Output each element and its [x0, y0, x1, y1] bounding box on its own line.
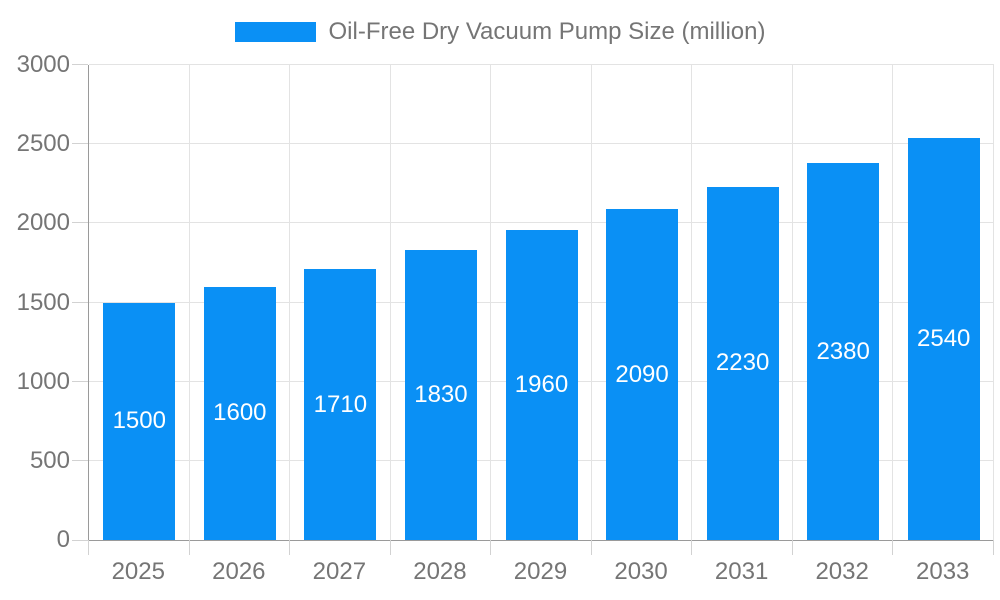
- x-tick-mark: [390, 540, 391, 555]
- x-tick-mark: [892, 540, 893, 555]
- x-gridline: [289, 65, 290, 540]
- y-tick-label: 2500: [16, 130, 70, 158]
- x-tick-mark: [792, 540, 793, 555]
- legend-item[interactable]: Oil-Free Dry Vacuum Pump Size (million): [234, 18, 766, 46]
- bar[interactable]: 2380: [807, 163, 880, 540]
- y-gridline: [89, 222, 994, 224]
- y-tick-mark: [72, 222, 88, 224]
- bar[interactable]: 1960: [505, 229, 578, 540]
- x-tick-label: 2031: [714, 558, 769, 585]
- plot-area: 1500 1600 1710 1830 1960 2090 2230 2380 2540: [72, 64, 994, 555]
- bar[interactable]: 2090: [606, 209, 679, 540]
- bar-value-label: 2380: [816, 337, 870, 365]
- bar[interactable]: 1500: [103, 302, 176, 540]
- y-tick-mark: [72, 301, 88, 303]
- x-gridline: [792, 65, 793, 540]
- y-tick-label: 1500: [16, 288, 70, 316]
- x-tick-mark: [691, 540, 692, 555]
- legend: Oil-Free Dry Vacuum Pump Size (million): [0, 18, 1000, 46]
- x-tick-label: 2028: [413, 558, 467, 585]
- x-tick-label: 2033: [916, 558, 970, 585]
- y-tick-label: 2000: [16, 209, 70, 237]
- x-gridline: [390, 65, 391, 540]
- y-tick-mark: [72, 64, 88, 65]
- x-tick-mark: [490, 540, 491, 555]
- bar-value-label: 2540: [917, 324, 971, 352]
- x-gridline: [591, 65, 592, 540]
- bar-value-label: 2090: [615, 360, 669, 388]
- bar[interactable]: 1710: [304, 269, 377, 540]
- bar[interactable]: 2540: [907, 137, 980, 540]
- y-tick-label: 500: [29, 446, 70, 474]
- x-tick-label: 2027: [312, 558, 367, 585]
- legend-label: Oil-Free Dry Vacuum Pump Size (million): [328, 18, 766, 45]
- y-tick-label: 3000: [16, 51, 70, 78]
- x-tick-mark: [88, 540, 89, 555]
- bar-value-label: 1500: [112, 407, 166, 435]
- x-tick-mark: [289, 540, 290, 555]
- x-gridline: [691, 65, 692, 540]
- bar-value-label: 1710: [313, 390, 368, 418]
- bar-value-label: 1600: [213, 399, 267, 427]
- x-tick-label: 2030: [614, 558, 668, 585]
- x-gridline: [189, 65, 190, 540]
- x-tick-label: 2026: [212, 558, 266, 585]
- y-gridline: [89, 143, 994, 145]
- x-tick-label: 2029: [513, 558, 568, 585]
- bar[interactable]: 2230: [706, 186, 779, 540]
- bar-value-label: 1830: [414, 381, 468, 409]
- bar-value-label: 2230: [715, 349, 770, 377]
- y-gridline: [89, 64, 994, 65]
- bar[interactable]: 1830: [404, 250, 477, 540]
- x-tick-mark: [189, 540, 190, 555]
- y-tick-label: 1000: [16, 367, 70, 395]
- y-tick-label: 0: [56, 526, 70, 553]
- x-tick-mark: [591, 540, 592, 555]
- bar-value-label: 1960: [514, 370, 569, 398]
- x-tick-mark: [993, 540, 994, 555]
- x-tick-label: 2032: [815, 558, 869, 585]
- x-gridline: [490, 65, 491, 540]
- bar[interactable]: 1600: [203, 286, 276, 540]
- x-gridline: [892, 65, 893, 540]
- y-tick-mark: [72, 380, 88, 382]
- y-tick-mark: [72, 459, 88, 461]
- x-gridline: [993, 65, 994, 540]
- legend-swatch: [234, 22, 316, 42]
- y-tick-mark: [72, 540, 88, 541]
- x-tick-label: 2025: [111, 558, 165, 585]
- y-tick-mark: [72, 143, 88, 145]
